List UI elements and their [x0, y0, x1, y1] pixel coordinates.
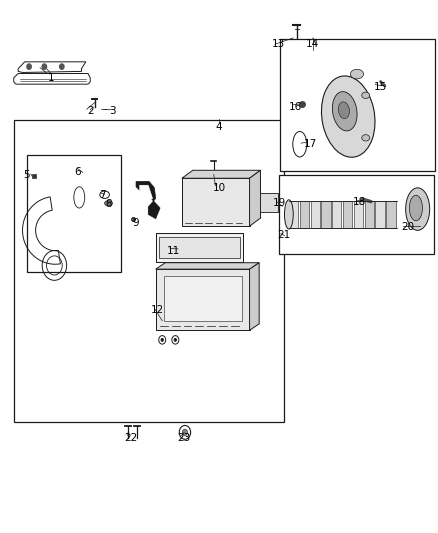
Polygon shape [250, 263, 259, 330]
Ellipse shape [285, 200, 293, 229]
Circle shape [174, 338, 177, 342]
Polygon shape [250, 170, 261, 226]
Bar [375, 201, 385, 228]
Text: 13: 13 [271, 39, 285, 49]
Bar [311, 201, 320, 228]
Ellipse shape [338, 102, 350, 119]
Text: 9: 9 [133, 218, 139, 228]
Bar [300, 201, 309, 228]
Text: 10: 10 [212, 183, 226, 193]
Polygon shape [136, 181, 160, 219]
Text: 19: 19 [272, 198, 286, 208]
Ellipse shape [350, 69, 364, 79]
Text: 12: 12 [151, 305, 165, 315]
Circle shape [27, 64, 31, 69]
Circle shape [182, 429, 187, 435]
Polygon shape [182, 170, 261, 178]
Bar [321, 201, 331, 228]
Circle shape [60, 64, 64, 69]
Polygon shape [32, 174, 36, 178]
Text: 2: 2 [87, 106, 93, 116]
Ellipse shape [362, 135, 370, 141]
Bar [332, 201, 341, 228]
Bar [386, 201, 396, 228]
Circle shape [42, 64, 46, 69]
Bar [279, 175, 434, 254]
Bar [14, 120, 284, 422]
Bar [365, 201, 374, 228]
Bar [155, 269, 250, 330]
Ellipse shape [410, 195, 423, 221]
Ellipse shape [332, 92, 357, 131]
Text: 16: 16 [289, 102, 302, 112]
Bar [155, 233, 243, 262]
Bar [280, 39, 435, 171]
Ellipse shape [406, 188, 430, 230]
Ellipse shape [105, 200, 113, 206]
Polygon shape [140, 185, 152, 204]
Text: 23: 23 [177, 433, 191, 443]
Text: 4: 4 [215, 122, 223, 132]
Bar [343, 201, 352, 228]
Bar [163, 276, 242, 321]
Text: 15: 15 [374, 82, 387, 92]
Text: 22: 22 [124, 433, 138, 443]
Text: 5: 5 [24, 170, 30, 180]
Text: 20: 20 [401, 222, 414, 232]
Text: 18: 18 [353, 197, 366, 207]
Text: 11: 11 [166, 246, 180, 255]
Text: 8: 8 [106, 199, 112, 209]
Ellipse shape [321, 76, 375, 157]
Bar [159, 237, 240, 258]
Text: 1: 1 [48, 73, 54, 83]
Text: 14: 14 [306, 39, 319, 49]
Bar [182, 178, 250, 226]
Bar [261, 192, 278, 212]
Circle shape [161, 338, 163, 342]
Bar [354, 201, 363, 228]
Text: 21: 21 [277, 230, 290, 240]
Text: 7: 7 [99, 190, 105, 200]
Bar [289, 201, 298, 228]
Text: 6: 6 [74, 167, 81, 177]
Text: 3: 3 [109, 106, 115, 116]
Bar [27, 155, 121, 272]
Text: 17: 17 [304, 139, 317, 149]
Polygon shape [155, 263, 259, 269]
Ellipse shape [362, 92, 370, 99]
